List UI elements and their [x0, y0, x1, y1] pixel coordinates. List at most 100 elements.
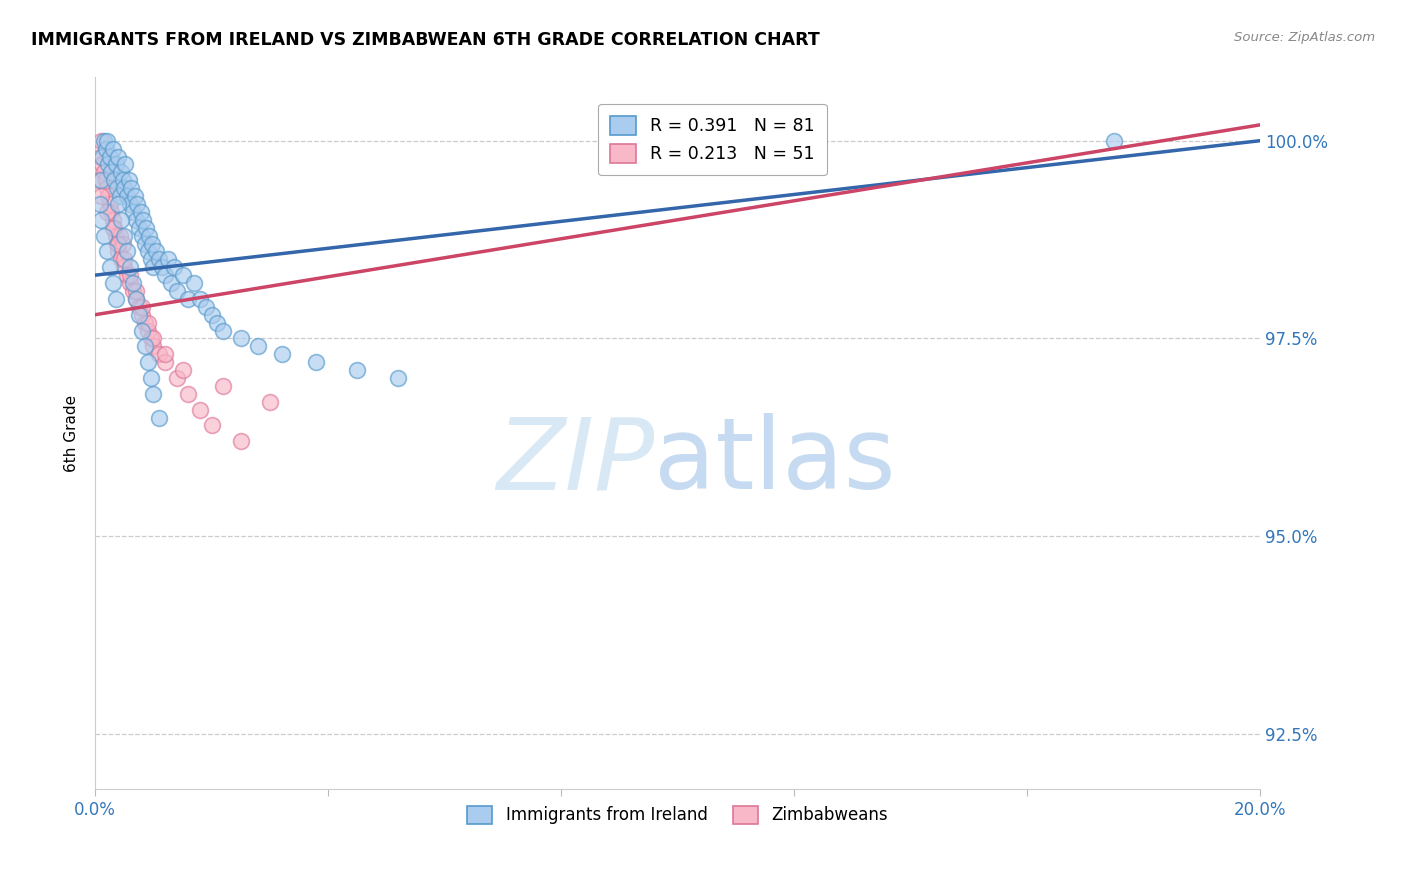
Point	[183, 276, 205, 290]
Point	[163, 260, 186, 275]
Point	[131, 308, 153, 322]
Point	[104, 157, 127, 171]
Point	[105, 181, 128, 195]
Point	[153, 268, 176, 282]
Point	[125, 292, 148, 306]
Point	[129, 205, 152, 219]
Point	[110, 252, 132, 267]
Point	[148, 347, 170, 361]
Point	[90, 189, 112, 203]
Point	[120, 276, 142, 290]
Point	[120, 197, 142, 211]
Point	[177, 386, 200, 401]
Point	[97, 157, 120, 171]
Point	[131, 324, 153, 338]
Point	[93, 165, 115, 179]
Point	[166, 284, 188, 298]
Point	[115, 244, 138, 259]
Point	[118, 173, 141, 187]
Point	[131, 228, 153, 243]
Point	[229, 434, 252, 449]
Point	[89, 149, 111, 163]
Point	[387, 371, 409, 385]
Point	[135, 220, 157, 235]
Point	[212, 379, 235, 393]
Point	[107, 236, 129, 251]
Point	[207, 316, 229, 330]
Point	[112, 252, 135, 267]
Point	[114, 157, 136, 171]
Point	[142, 386, 165, 401]
Point	[136, 244, 159, 259]
Point	[153, 347, 176, 361]
Point	[247, 339, 270, 353]
Point	[112, 228, 135, 243]
Point	[128, 220, 150, 235]
Point	[90, 134, 112, 148]
Point	[98, 197, 121, 211]
Point	[107, 244, 129, 259]
Point	[138, 228, 160, 243]
Point	[166, 371, 188, 385]
Point	[100, 165, 122, 179]
Point	[87, 173, 110, 187]
Point	[132, 212, 155, 227]
Point	[122, 205, 145, 219]
Point	[104, 228, 127, 243]
Text: ZIP: ZIP	[496, 413, 654, 510]
Point	[120, 268, 142, 282]
Point	[346, 363, 368, 377]
Text: IMMIGRANTS FROM IRELAND VS ZIMBABWEAN 6TH GRADE CORRELATION CHART: IMMIGRANTS FROM IRELAND VS ZIMBABWEAN 6T…	[31, 31, 820, 49]
Point	[125, 292, 148, 306]
Point	[89, 197, 111, 211]
Point	[141, 236, 163, 251]
Point	[96, 181, 118, 195]
Point	[97, 189, 120, 203]
Point	[107, 197, 129, 211]
Point	[104, 292, 127, 306]
Point	[91, 157, 114, 171]
Point	[148, 410, 170, 425]
Point	[110, 165, 132, 179]
Point	[188, 402, 211, 417]
Point	[201, 418, 224, 433]
Point	[136, 324, 159, 338]
Point	[156, 252, 179, 267]
Point	[270, 347, 292, 361]
Text: Source: ZipAtlas.com: Source: ZipAtlas.com	[1234, 31, 1375, 45]
Point	[259, 394, 281, 409]
Point	[94, 173, 117, 187]
Point	[194, 300, 217, 314]
Y-axis label: 6th Grade: 6th Grade	[65, 395, 79, 472]
Point	[139, 331, 162, 345]
Point	[112, 260, 135, 275]
Point	[125, 284, 148, 298]
Point	[127, 197, 149, 211]
Point	[122, 284, 145, 298]
Point	[108, 228, 131, 243]
Point	[112, 173, 135, 187]
Point	[142, 260, 165, 275]
Point	[101, 142, 124, 156]
Point	[125, 212, 148, 227]
Point	[148, 252, 170, 267]
Point	[101, 276, 124, 290]
Point	[139, 371, 162, 385]
Point	[98, 260, 121, 275]
Point	[120, 181, 142, 195]
Point	[177, 292, 200, 306]
Point	[105, 236, 128, 251]
Point	[96, 134, 118, 148]
Point	[90, 212, 112, 227]
Point	[98, 149, 121, 163]
Point	[172, 268, 194, 282]
Point	[112, 181, 135, 195]
Point	[136, 355, 159, 369]
Point	[112, 236, 135, 251]
Point	[128, 300, 150, 314]
Point	[90, 173, 112, 187]
Point	[201, 308, 224, 322]
Point	[110, 212, 132, 227]
Point	[229, 331, 252, 345]
Point	[93, 134, 115, 148]
